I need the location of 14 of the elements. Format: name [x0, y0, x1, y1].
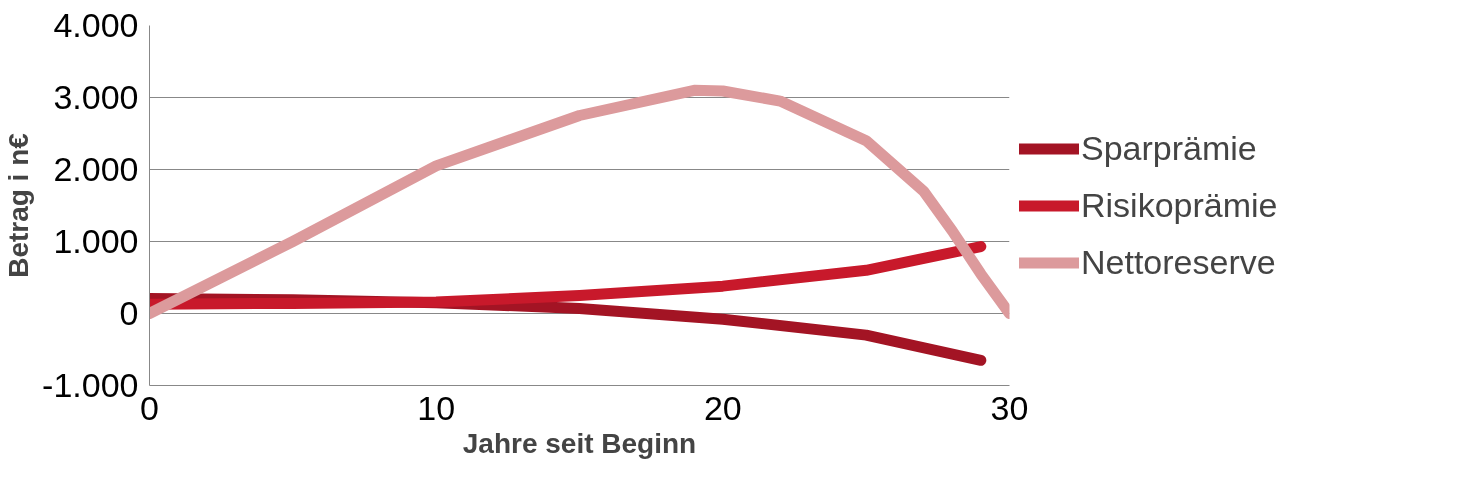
y-tick-label: 3.000 [53, 78, 139, 116]
x-tick-label: 30 [990, 388, 1029, 427]
y-axis-title: Betrag i n€ [3, 132, 35, 278]
x-axis-title: Jahre seit Beginn [462, 427, 697, 459]
y-tick-label: 0 [119, 294, 139, 332]
y-tick-label: 4.000 [53, 6, 139, 44]
y-tick-label: 2.000 [53, 150, 139, 188]
y-tick-label: 1.000 [53, 222, 139, 260]
legend-label: Sparprämie [1081, 128, 1257, 168]
y-tick-label: -1.000 [42, 366, 139, 404]
legend-label: Risikoprämie [1081, 185, 1278, 225]
legend-label: Nettoreserve [1081, 242, 1276, 282]
x-tick-label: 20 [703, 388, 742, 427]
x-tick-label: 10 [417, 388, 456, 427]
